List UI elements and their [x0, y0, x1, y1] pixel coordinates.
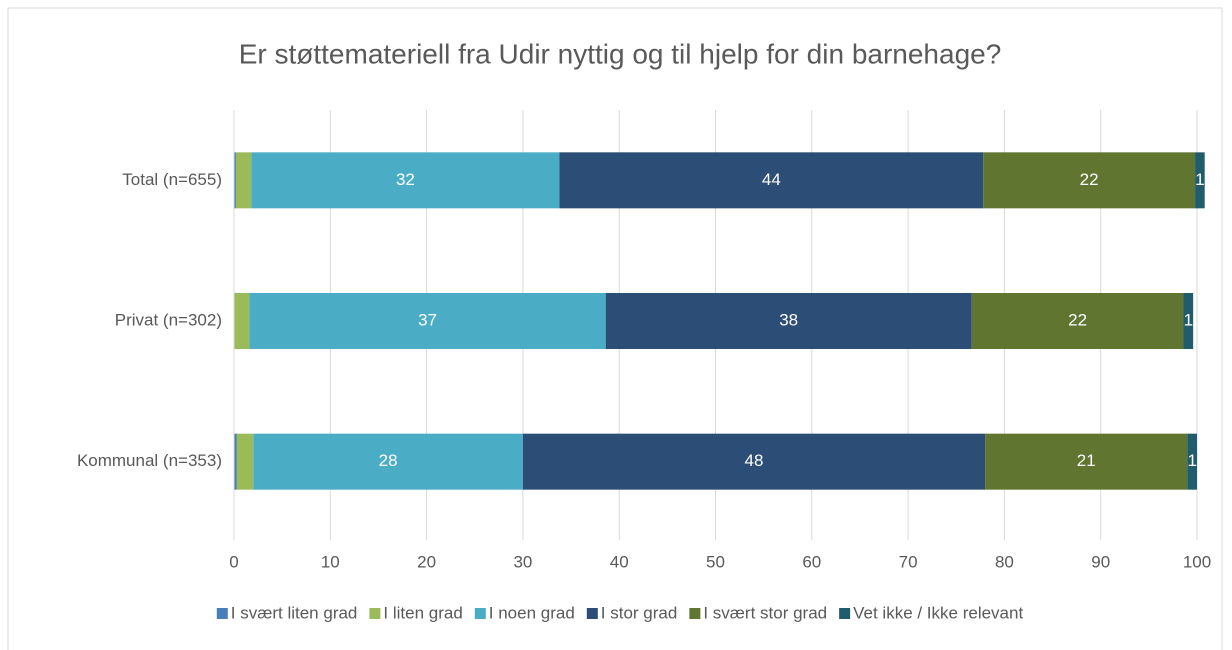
- bar-segment: [983, 152, 1196, 209]
- legend-label: I svært liten grad: [231, 603, 358, 622]
- legend-label: I svært stor grad: [703, 603, 827, 622]
- data-label: 1: [1187, 451, 1196, 470]
- x-tick-label: 90: [1091, 552, 1110, 571]
- legend-swatch: [689, 608, 701, 619]
- bar-segment: [559, 152, 984, 209]
- data-label: 38: [779, 310, 798, 329]
- bar-segment: [522, 433, 986, 490]
- y-tick-label: Kommunal (n=353): [77, 451, 222, 470]
- bar-segment: [234, 293, 250, 349]
- legend-label: I liten grad: [383, 603, 462, 622]
- legend-label: Vet ikke / Ikke relevant: [853, 603, 1023, 622]
- bar-segment: [251, 152, 560, 209]
- legend-swatch: [474, 608, 486, 619]
- y-tick-label: Total (n=655): [122, 170, 222, 189]
- chart-title: Er støttemateriell fra Udir nyttig og ti…: [239, 38, 1002, 69]
- data-label: 32: [396, 170, 415, 189]
- legend-swatch: [216, 608, 228, 619]
- x-tick-label: 30: [513, 552, 532, 571]
- bar-segment: [1195, 152, 1205, 209]
- legend-swatch: [586, 608, 598, 619]
- bar-segment: [985, 433, 1188, 490]
- x-tick-label: 50: [706, 552, 725, 571]
- legend-swatch: [839, 608, 851, 619]
- bar-segment: [605, 293, 972, 349]
- data-label: 37: [418, 310, 437, 329]
- x-tick-label: 100: [1183, 552, 1211, 571]
- data-label: 22: [1080, 170, 1099, 189]
- legend-label: I stor grad: [601, 603, 678, 622]
- bar-segment: [1187, 433, 1197, 490]
- x-tick-label: 70: [899, 552, 918, 571]
- bar-segment: [234, 152, 236, 209]
- data-label: 22: [1068, 310, 1087, 329]
- data-label: 1: [1184, 310, 1193, 329]
- bar-segment: [971, 293, 1184, 349]
- bar-segment: [1183, 293, 1194, 349]
- data-label: 21: [1077, 451, 1096, 470]
- x-tick-label: 10: [321, 552, 340, 571]
- y-tick-label: Privat (n=302): [115, 310, 222, 329]
- legend-swatch: [369, 608, 381, 619]
- x-tick-label: 60: [802, 552, 821, 571]
- bar-segment: [234, 433, 237, 490]
- legend-label: I noen grad: [489, 603, 575, 622]
- bar-segment: [249, 293, 606, 349]
- x-tick-label: 20: [417, 552, 436, 571]
- x-tick-label: 80: [995, 552, 1014, 571]
- data-label: 48: [745, 451, 764, 470]
- data-label: 1: [1195, 170, 1204, 189]
- bar-segment: [253, 433, 523, 490]
- x-tick-label: 40: [610, 552, 629, 571]
- data-label: 28: [379, 451, 398, 470]
- bar-segment: [236, 433, 254, 490]
- x-tick-label: 0: [229, 552, 238, 571]
- data-label: 44: [762, 170, 781, 189]
- bar-segment: [235, 152, 252, 209]
